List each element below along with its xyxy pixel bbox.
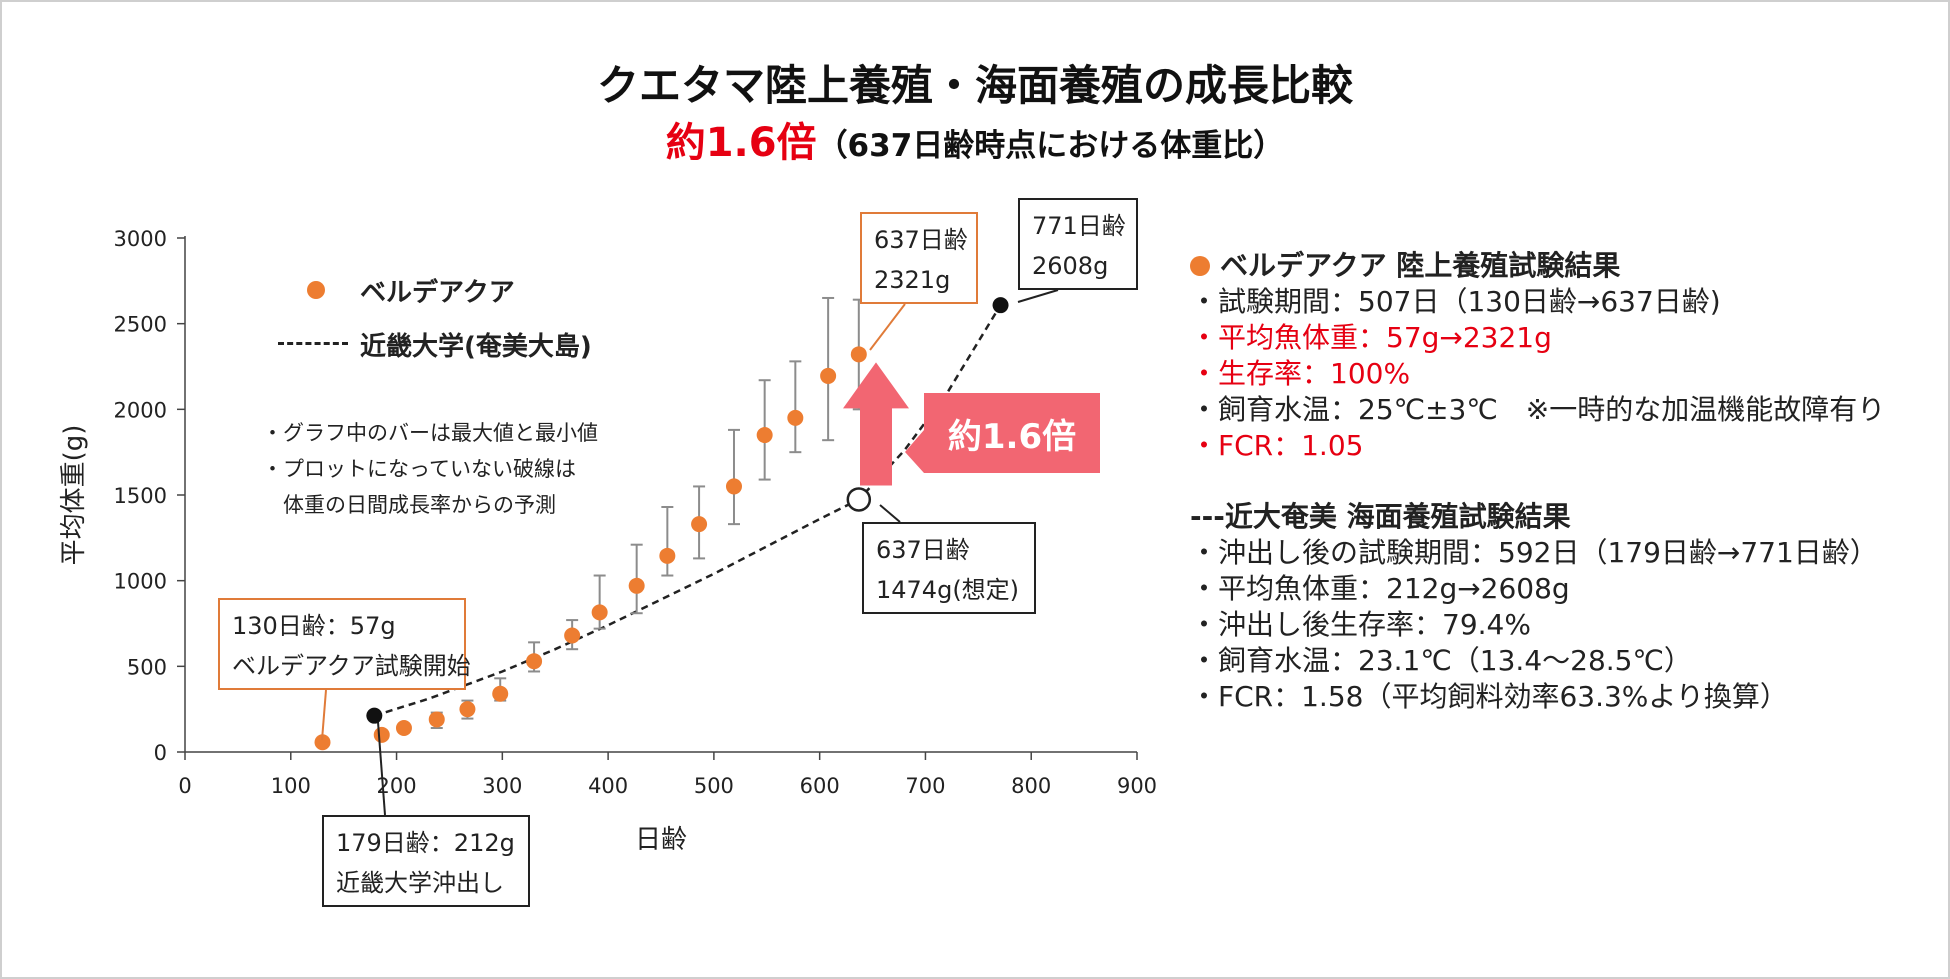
ratio-up-arrow [843,362,909,486]
callout-pointer [377,721,386,816]
callout-line: ベルデアクア試験開始 [232,652,471,680]
callout-line: 637日齢 [874,226,968,254]
orange-dot-icon [1190,256,1210,276]
callout-belde-start: 130日齢：57g ベルデアクア試験開始 [218,598,471,690]
x-tick-label: 100 [271,774,311,798]
belde-data-point [691,516,708,533]
belde-data-point [725,478,742,495]
callout-pointer [879,504,901,523]
result-line: ・飼育水温：23.1℃（13.4～28.5℃） [1190,644,1692,677]
belde-data-point [492,685,509,702]
callout-belde-637: 637日齢 2321g [860,212,978,304]
x-tick-label: 800 [1011,774,1051,798]
callout-line: 130日齢：57g [232,612,396,640]
x-tick-label: 400 [588,774,628,798]
x-tick-label: 600 [800,774,840,798]
x-tick-label: 0 [178,774,191,798]
belde-data-point [564,627,581,644]
callout-pointer [869,303,906,351]
kindai-637-marker [846,487,872,512]
chart-note-line: 体重の日間成長率からの予測 [262,493,556,517]
belde-data-point [314,734,331,751]
callout-line: 近畿大学沖出し [336,869,504,897]
result-line: ・平均魚体重：57g→2321g [1190,321,1552,354]
belde-data-point [526,653,543,670]
callout-line: 771日齢 [1032,212,1126,240]
callout-line: 2608g [1032,252,1109,280]
belde-data-point [850,346,867,363]
callout-line: 637日齢 [876,536,970,564]
ratio-note: （637日齢時点における体重比） [816,128,1285,164]
kindai-dashed-line [373,304,1002,717]
belde-data-point [459,701,476,718]
belde-data-point [428,711,445,728]
belde-data-point [756,427,773,444]
legend-belde-label: ベルデアクア [360,278,515,308]
result-line: ・生存率：100% [1190,357,1411,390]
legend-kindai-label: 近畿大学(奄美大島) [360,332,592,362]
callout-kindai-771: 771日齢 2608g [1018,198,1138,290]
ratio-highlight: 約1.6倍 [665,120,817,166]
legend-belde-marker [307,281,325,299]
result-line: ・沖出し後生存率：79.4% [1190,608,1531,641]
callout-line: 1474g(想定) [876,576,1020,604]
chart-note-line: ・プロットになっていない破線は [262,457,576,481]
y-axis-label: 平均体重(g) [59,425,89,566]
result-line: ・飼育水温：25℃±3℃ ※一時的な加温機能故障有り [1190,393,1886,426]
x-axis-label: 日齢 [635,825,687,855]
y-tick-label: 1000 [114,570,167,594]
belde-data-point [628,577,645,594]
result-line: ・沖出し後の試験期間：592日（179日齢→771日齢） [1190,536,1878,569]
kindai-endpoint-marker [992,297,1009,314]
y-tick-label: 0 [154,741,167,765]
results-kindai-title: ---近大奄美 海面養殖試験結果 [1190,500,1571,533]
results-belde: ベルデアクア 陸上養殖試験結果 ・試験期間：507日（130日齢→637日齢) … [1190,248,1950,464]
result-line: ・FCR：1.58（平均飼料効率63.3%より換算） [1190,680,1788,713]
belde-data-point [591,604,608,621]
y-tick-label: 3000 [114,227,167,251]
result-line: ・試験期間：507日（130日齢→637日齢) [1190,285,1721,318]
y-tick-label: 500 [127,655,167,679]
x-tick-label: 500 [694,774,734,798]
belde-data-point [373,726,390,743]
ratio-badge-notch [905,430,924,473]
y-tick-label: 2500 [114,313,167,337]
callout-pointer [321,689,327,741]
y-tick-label: 2000 [114,398,167,422]
callout-pointer [1017,289,1059,303]
callout-line: 179日齢：212g [336,829,515,857]
legend-kindai-line [278,342,348,345]
x-tick-label: 700 [905,774,945,798]
chart-note-line: ・グラフ中のバーは最大値と最小値 [262,421,598,445]
results-belde-title: ベルデアクア 陸上養殖試験結果 [1190,248,1950,284]
x-tick-label: 300 [482,774,522,798]
belde-data-point [659,547,676,564]
x-tick-label: 900 [1117,774,1157,798]
chart-notes: ・グラフ中のバーは最大値と最小値 ・プロットになっていない破線は 体重の日間成長… [262,415,598,523]
results-kindai: ---近大奄美 海面養殖試験結果 ・沖出し後の試験期間：592日（179日齢→7… [1190,499,1950,715]
page-title: クエタマ陸上養殖・海面養殖の成長比較 [596,61,1353,110]
belde-data-point [820,367,837,384]
ratio-badge: 約1.6倍 [924,393,1100,473]
y-tick-label: 1500 [114,484,167,508]
result-line: ・FCR：1.05 [1190,429,1364,462]
page-subtitle: 約1.6倍（637日齢時点における体重比） [0,110,1950,168]
callout-kindai-637: 637日齢 1474g(想定) [862,522,1036,614]
callout-kindai-start: 179日齢：212g 近畿大学沖出し [322,815,530,907]
callout-line: 2321g [874,266,951,294]
result-line: ・平均魚体重：212g→2608g [1190,572,1570,605]
kindai-endpoint-marker [366,707,383,724]
belde-data-point [787,409,804,426]
belde-data-point [395,720,412,737]
